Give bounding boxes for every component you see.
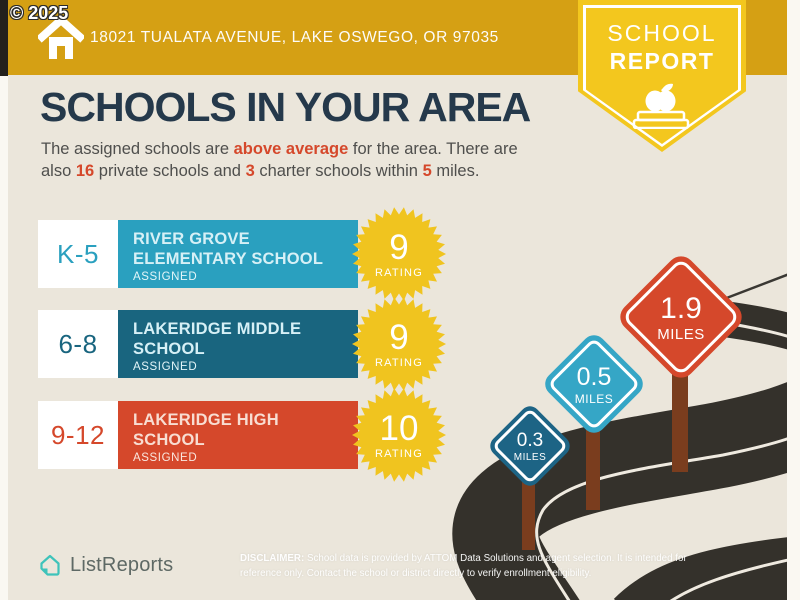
sign-post	[672, 358, 688, 472]
school-name: RIVER GROVE ELEMENTARY SCHOOL	[133, 230, 324, 269]
distance-value: 0.3	[516, 429, 544, 451]
school-status: ASSIGNED	[133, 271, 198, 284]
summary-segment: The assigned schools are	[41, 140, 234, 158]
brand-name: ListReports	[70, 554, 174, 576]
summary-highlight-private-count: 16	[75, 161, 95, 180]
rating-text: 9 RATING	[351, 206, 447, 302]
rating-badge-high: 10 RATING	[351, 387, 447, 483]
school-bar: LAKERIDGE MIDDLE SCHOOL ASSIGNED	[118, 310, 358, 378]
school-status: ASSIGNED	[133, 452, 198, 465]
grade-range: 9-12	[38, 401, 118, 469]
rating-badge-elementary: 9 RATING	[351, 206, 447, 302]
distance-value: 1.9	[660, 291, 702, 325]
sign-post	[586, 418, 600, 510]
summary-segment: charter schools within	[254, 161, 423, 180]
house-icon	[38, 14, 84, 59]
school-bar: LAKERIDGE HIGH SCHOOL ASSIGNED	[118, 401, 358, 469]
grade-range: 6-8	[38, 310, 118, 378]
rating-text: 9 RATING	[351, 296, 447, 392]
summary-text: The assigned schools are above average f…	[41, 139, 551, 183]
distance-sign-text: 0.5 MILES	[554, 352, 634, 416]
school-bar: RIVER GROVE ELEMENTARY SCHOOL ASSIGNED	[118, 220, 358, 288]
distance-sign-text: 0.3 MILES	[490, 416, 570, 476]
sign-post	[522, 468, 535, 550]
summary-highlight-miles: 5	[422, 161, 432, 180]
summary-highlight-charter-count: 3	[245, 161, 255, 180]
rating-label: RATING	[375, 356, 423, 369]
photo-edge-shadow	[0, 0, 8, 76]
copyright-watermark: © 2025	[10, 3, 69, 23]
distance-value: 0.5	[576, 362, 612, 391]
summary-segment: miles.	[431, 161, 480, 180]
school-name: LAKERIDGE MIDDLE SCHOOL	[133, 320, 302, 359]
distance-unit: MILES	[574, 391, 614, 406]
summary-highlight-above-average: above average	[233, 140, 349, 158]
rating-label: RATING	[375, 447, 423, 460]
rating-value: 9	[389, 227, 409, 267]
distance-sign-text: 1.9 MILES	[639, 282, 723, 352]
disclaimer-text: DISCLAIMER: School data is provided by A…	[240, 551, 702, 581]
rating-value: 10	[379, 408, 419, 448]
grade-range: K-5	[38, 220, 118, 288]
ribbon-content: SCHOOL REPORT	[578, 20, 746, 134]
distance-unit: MILES	[657, 325, 705, 343]
rating-value: 9	[389, 317, 409, 357]
ribbon-title-line1: SCHOOL	[607, 20, 717, 46]
summary-segment: for the area. There are also	[41, 140, 518, 180]
school-row-elementary: K-5 RIVER GROVE ELEMENTARY SCHOOL ASSIGN…	[38, 220, 358, 288]
rating-text: 10 RATING	[351, 387, 447, 483]
summary-segment: private schools and	[94, 161, 246, 180]
distance-unit: MILES	[513, 451, 547, 463]
disclaimer-label: DISCLAIMER:	[240, 553, 305, 564]
school-name: LAKERIDGE HIGH SCHOOL	[133, 411, 279, 450]
school-row-high: 9-12 LAKERIDGE HIGH SCHOOL ASSIGNED	[38, 401, 358, 469]
ribbon-title-line2: REPORT	[609, 48, 715, 74]
page-title: SCHOOLS IN YOUR AREA	[40, 84, 531, 130]
rating-badge-middle: 9 RATING	[351, 296, 447, 392]
disclaimer-body: School data is provided by ATTOM Data So…	[240, 553, 687, 580]
listreports-logo: ListReports	[38, 553, 173, 578]
school-status: ASSIGNED	[133, 361, 198, 374]
property-address: 18021 TUALATA AVENUE, LAKE OSWEGO, OR 97…	[90, 28, 499, 46]
listreports-house-icon	[40, 554, 60, 576]
infographic-canvas: 0.3 MILES 0.5 MILES 1.9 MILES 18021 TUAL…	[8, 0, 787, 600]
apple-on-book-icon	[632, 83, 690, 130]
school-row-middle: 6-8 LAKERIDGE MIDDLE SCHOOL ASSIGNED	[38, 310, 358, 378]
rating-label: RATING	[375, 266, 423, 279]
